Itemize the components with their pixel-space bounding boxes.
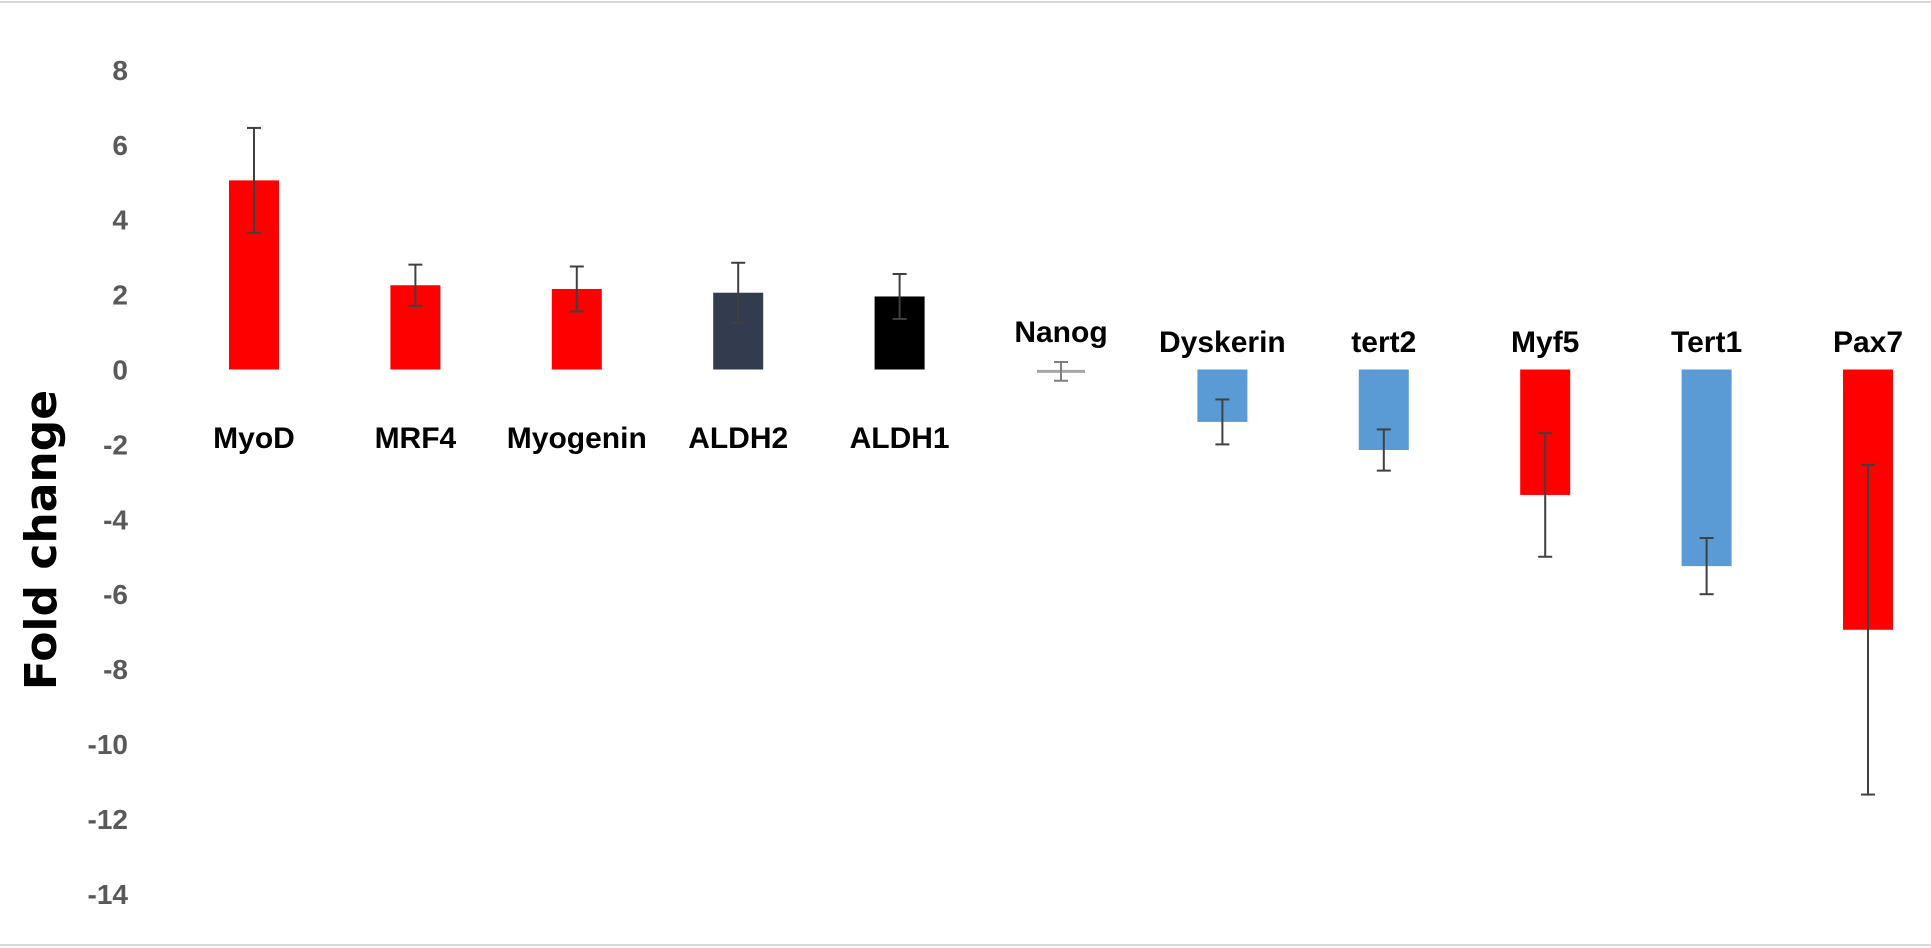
y-tick-label: -6: [103, 579, 128, 610]
category-label: Dyskerin: [1159, 326, 1286, 359]
error-bar-tert1: [1699, 537, 1714, 596]
y-tick-label: 6: [112, 130, 128, 161]
category-label: Tert1: [1671, 326, 1742, 359]
category-label: MyoD: [213, 422, 295, 455]
y-tick-label: -2: [103, 429, 128, 460]
y-tick-label: -14: [88, 879, 129, 910]
error-bar-nanog: [1054, 361, 1068, 382]
y-axis-label: Fold change: [16, 390, 67, 690]
category-label: Nanog: [1014, 316, 1107, 349]
y-tick-label: 0: [112, 355, 128, 386]
category-label: ALDH1: [850, 422, 950, 455]
category-label: ALDH2: [688, 422, 788, 455]
error-bar-aldh1: [892, 273, 907, 320]
error-bar-myf5: [1538, 432, 1553, 558]
bar-tert1: [1681, 369, 1732, 567]
error-bar-pax7: [1861, 463, 1875, 796]
category-label: MRF4: [375, 422, 457, 455]
category-label: tert2: [1351, 326, 1416, 359]
y-tick-label: 2: [112, 280, 128, 311]
category-label: Myf5: [1511, 326, 1579, 359]
y-tick-label: -4: [103, 504, 128, 535]
category-label: Myogenin: [507, 422, 647, 455]
error-bar-mrf4: [408, 263, 423, 307]
error-bar-aldh2: [731, 261, 746, 324]
error-bar-tert2: [1376, 428, 1391, 472]
error-bar-dyskerin: [1215, 398, 1230, 446]
y-tick-label: -12: [88, 804, 128, 835]
y-tick-label: -10: [88, 729, 128, 760]
error-bar-myogenin: [569, 265, 584, 313]
error-bar-myod: [247, 126, 261, 234]
y-tick-label: 4: [112, 205, 128, 236]
category-label: Pax7: [1833, 326, 1903, 359]
y-tick-label: -8: [103, 654, 128, 685]
y-tick-label: 8: [112, 55, 128, 86]
